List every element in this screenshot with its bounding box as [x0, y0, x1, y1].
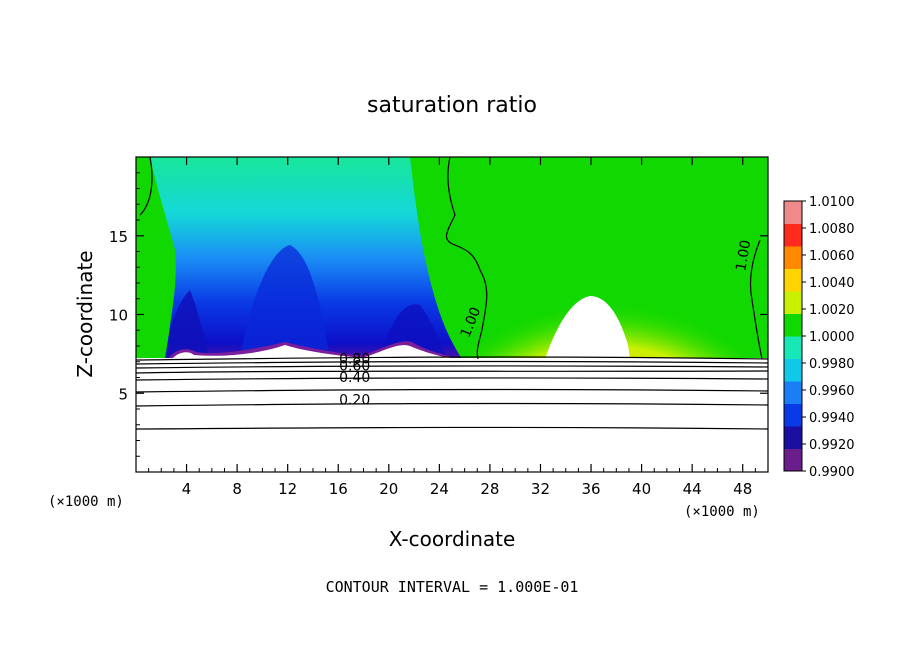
colorbar-segment [784, 403, 802, 427]
colorbar-segment [784, 291, 802, 314]
chart-title: saturation ratio [367, 93, 537, 118]
colorbar-segment [784, 381, 802, 404]
x-tick-label: 32 [531, 480, 550, 498]
colorbar-segment [784, 201, 802, 224]
x-tick-label: 48 [733, 480, 752, 498]
contour-0.30 [135, 388, 769, 393]
y-axis: 5 10 15 [109, 172, 768, 457]
contour-0.50 [135, 370, 769, 374]
dry-base-white [172, 345, 458, 359]
contour-interval: CONTOUR INTERVAL = 1.000E-01 [326, 578, 579, 596]
colorbar: 0.9900 0.9920 0.9940 0.9960 0.9980 1.0000 1.00… [783, 195, 855, 480]
colorbar-label: 0.9960 [809, 384, 855, 399]
colorbar-label: 1.0000 [809, 330, 855, 345]
colorbar-label: 1.0060 [809, 249, 855, 264]
x-tick-label: 20 [379, 480, 398, 498]
dry-region [150, 157, 462, 359]
y-tick-label: 5 [118, 385, 128, 403]
heatmap-field [136, 157, 768, 472]
x-tick-label: 12 [278, 480, 297, 498]
colorbar-label: 0.9900 [809, 465, 855, 480]
x-unit-right: (×1000 m) [684, 504, 760, 520]
contour-label: 0.20 [339, 392, 370, 408]
contour-label: 1.00 [733, 239, 754, 272]
contour-label: 0.60 [339, 358, 370, 374]
x-tick-label: 36 [581, 480, 600, 498]
colorbar-segment [784, 223, 802, 247]
dry-plume-1 [165, 290, 210, 359]
x-axis-label: X-coordinate [389, 527, 516, 551]
contour-1.00-right [749, 239, 763, 360]
colorbar-segment [784, 426, 802, 449]
colorbar-segment [784, 358, 802, 382]
contour-0.40 [135, 377, 769, 381]
colorbar-label: 1.0040 [809, 276, 855, 291]
contour-0.70 [135, 360, 769, 365]
x-tick-label: 28 [480, 480, 499, 498]
dome-core [545, 296, 630, 359]
y-tick-label: 15 [109, 228, 128, 246]
colorbar-label: 1.0020 [809, 303, 855, 318]
x-tick-label: 8 [232, 480, 242, 498]
x-tick-label: 40 [632, 480, 651, 498]
colorbar-label: 0.9940 [809, 411, 855, 426]
colorbar-label: 0.9920 [809, 438, 855, 453]
x-unit-left: (×1000 m) [48, 494, 124, 510]
y-axis-label: Z-coordinate [73, 250, 97, 377]
contour-label: 0.40 [339, 370, 370, 386]
dry-plume-2 [240, 245, 330, 359]
contour-1.00-mid [445, 156, 488, 360]
colorbar-label: 0.9980 [809, 357, 855, 372]
contour-0.20 [135, 402, 769, 407]
colorbar-label: 1.0080 [809, 222, 855, 237]
colorbar-segment [784, 313, 802, 337]
x-tick-label: 44 [683, 480, 702, 498]
contour-lines [135, 156, 769, 430]
colorbar-label: 1.0100 [809, 195, 855, 210]
contour-0.10 [135, 426, 769, 430]
colorbar-segment [784, 448, 802, 472]
colorbar-segment [784, 336, 802, 359]
x-tick-label: 4 [182, 480, 192, 498]
contour-label: 0.80 [339, 351, 370, 367]
x-axis: 4 8 12 16 20 24 28 32 36 40 44 48 [148, 157, 756, 498]
contour-1.00-left [139, 156, 153, 216]
colorbar-segment [784, 246, 802, 269]
contour-0.60 [135, 365, 769, 369]
y-tick-label: 10 [109, 307, 128, 325]
x-tick-label: 16 [329, 480, 348, 498]
x-tick-label: 24 [430, 480, 449, 498]
colorbar-segment [784, 268, 802, 292]
stable-layer [136, 358, 768, 472]
contour-0.80 [135, 356, 769, 361]
